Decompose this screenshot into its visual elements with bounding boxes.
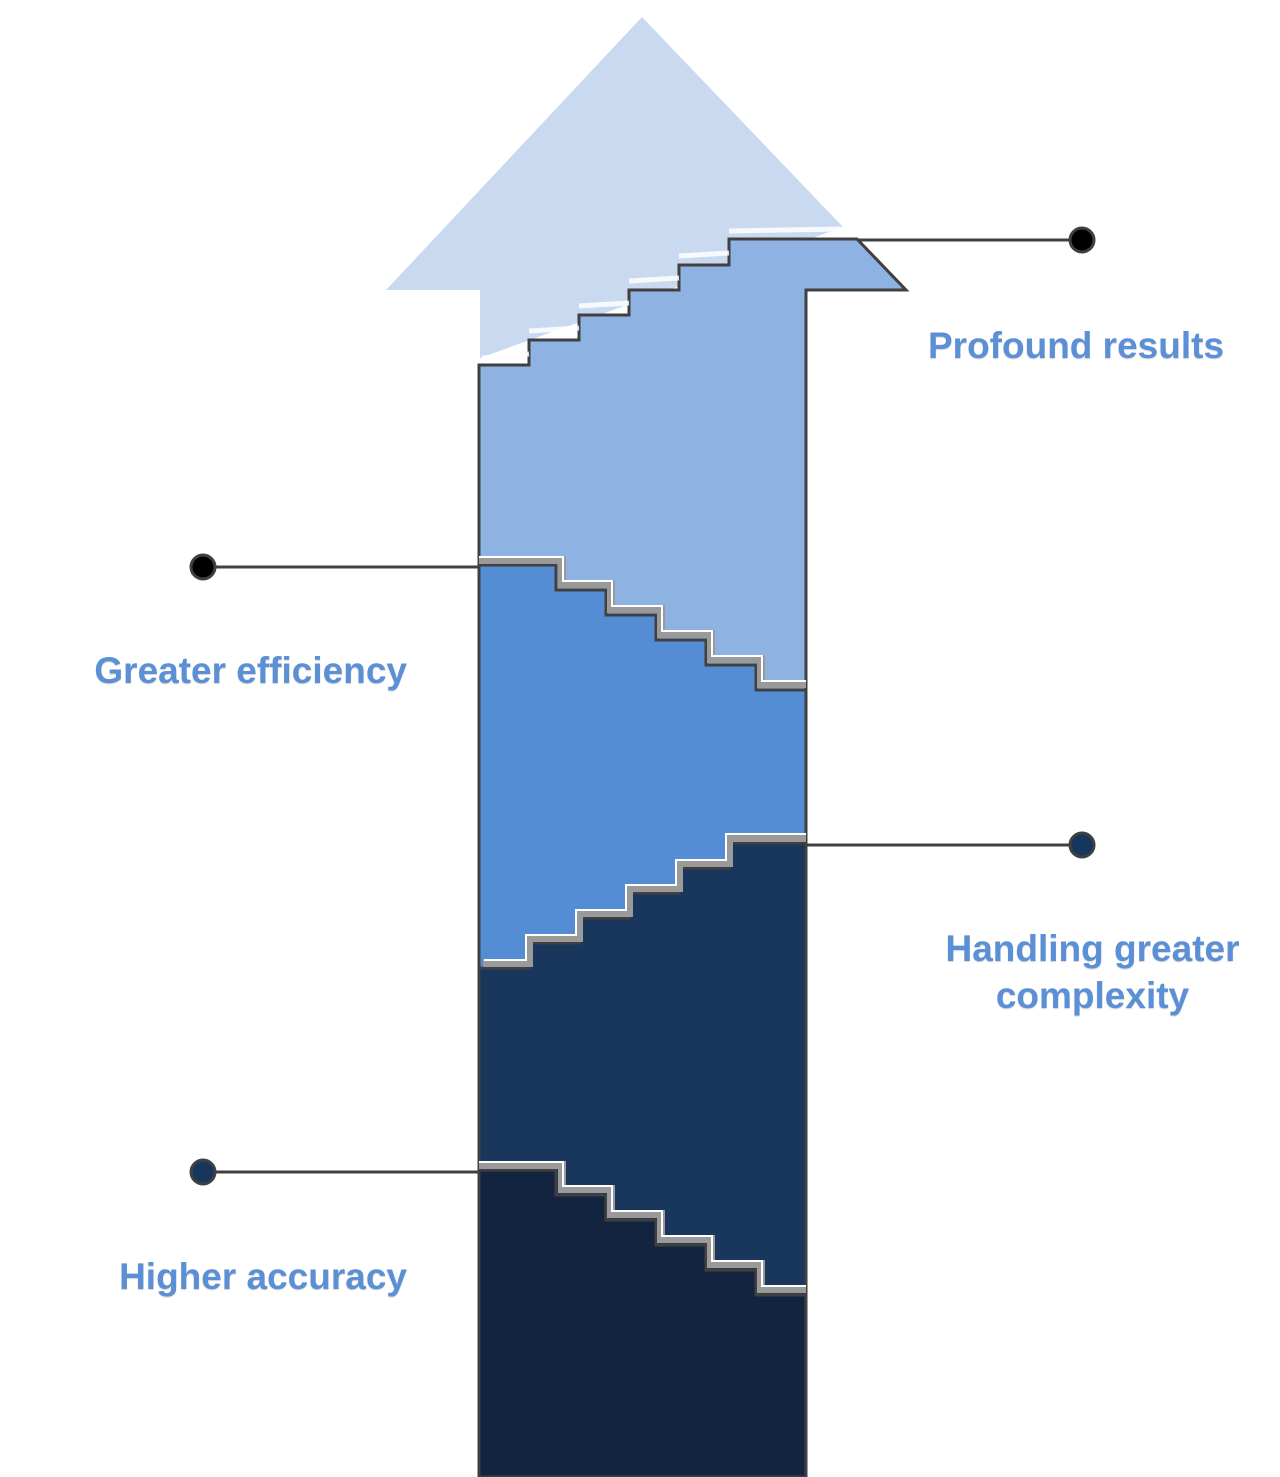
label-handling-greater-complexity: Handling greater complexity — [945, 928, 1240, 1016]
stair-bevels — [479, 226, 844, 1293]
label-higher-accuracy: Higher accuracy — [119, 1256, 407, 1297]
connector-dot-accuracy — [189, 1158, 217, 1186]
connector-dot-profound — [1068, 226, 1096, 254]
connector-dot-complexity — [1068, 831, 1096, 859]
connectors — [189, 226, 1096, 1186]
stage-profound-results — [477, 237, 910, 692]
arrow-head — [386, 17, 843, 358]
label-greater-efficiency: Greater efficiency — [94, 650, 407, 691]
connector-dot-efficiency — [189, 553, 217, 581]
label-profound-results: Profound results — [928, 325, 1225, 366]
